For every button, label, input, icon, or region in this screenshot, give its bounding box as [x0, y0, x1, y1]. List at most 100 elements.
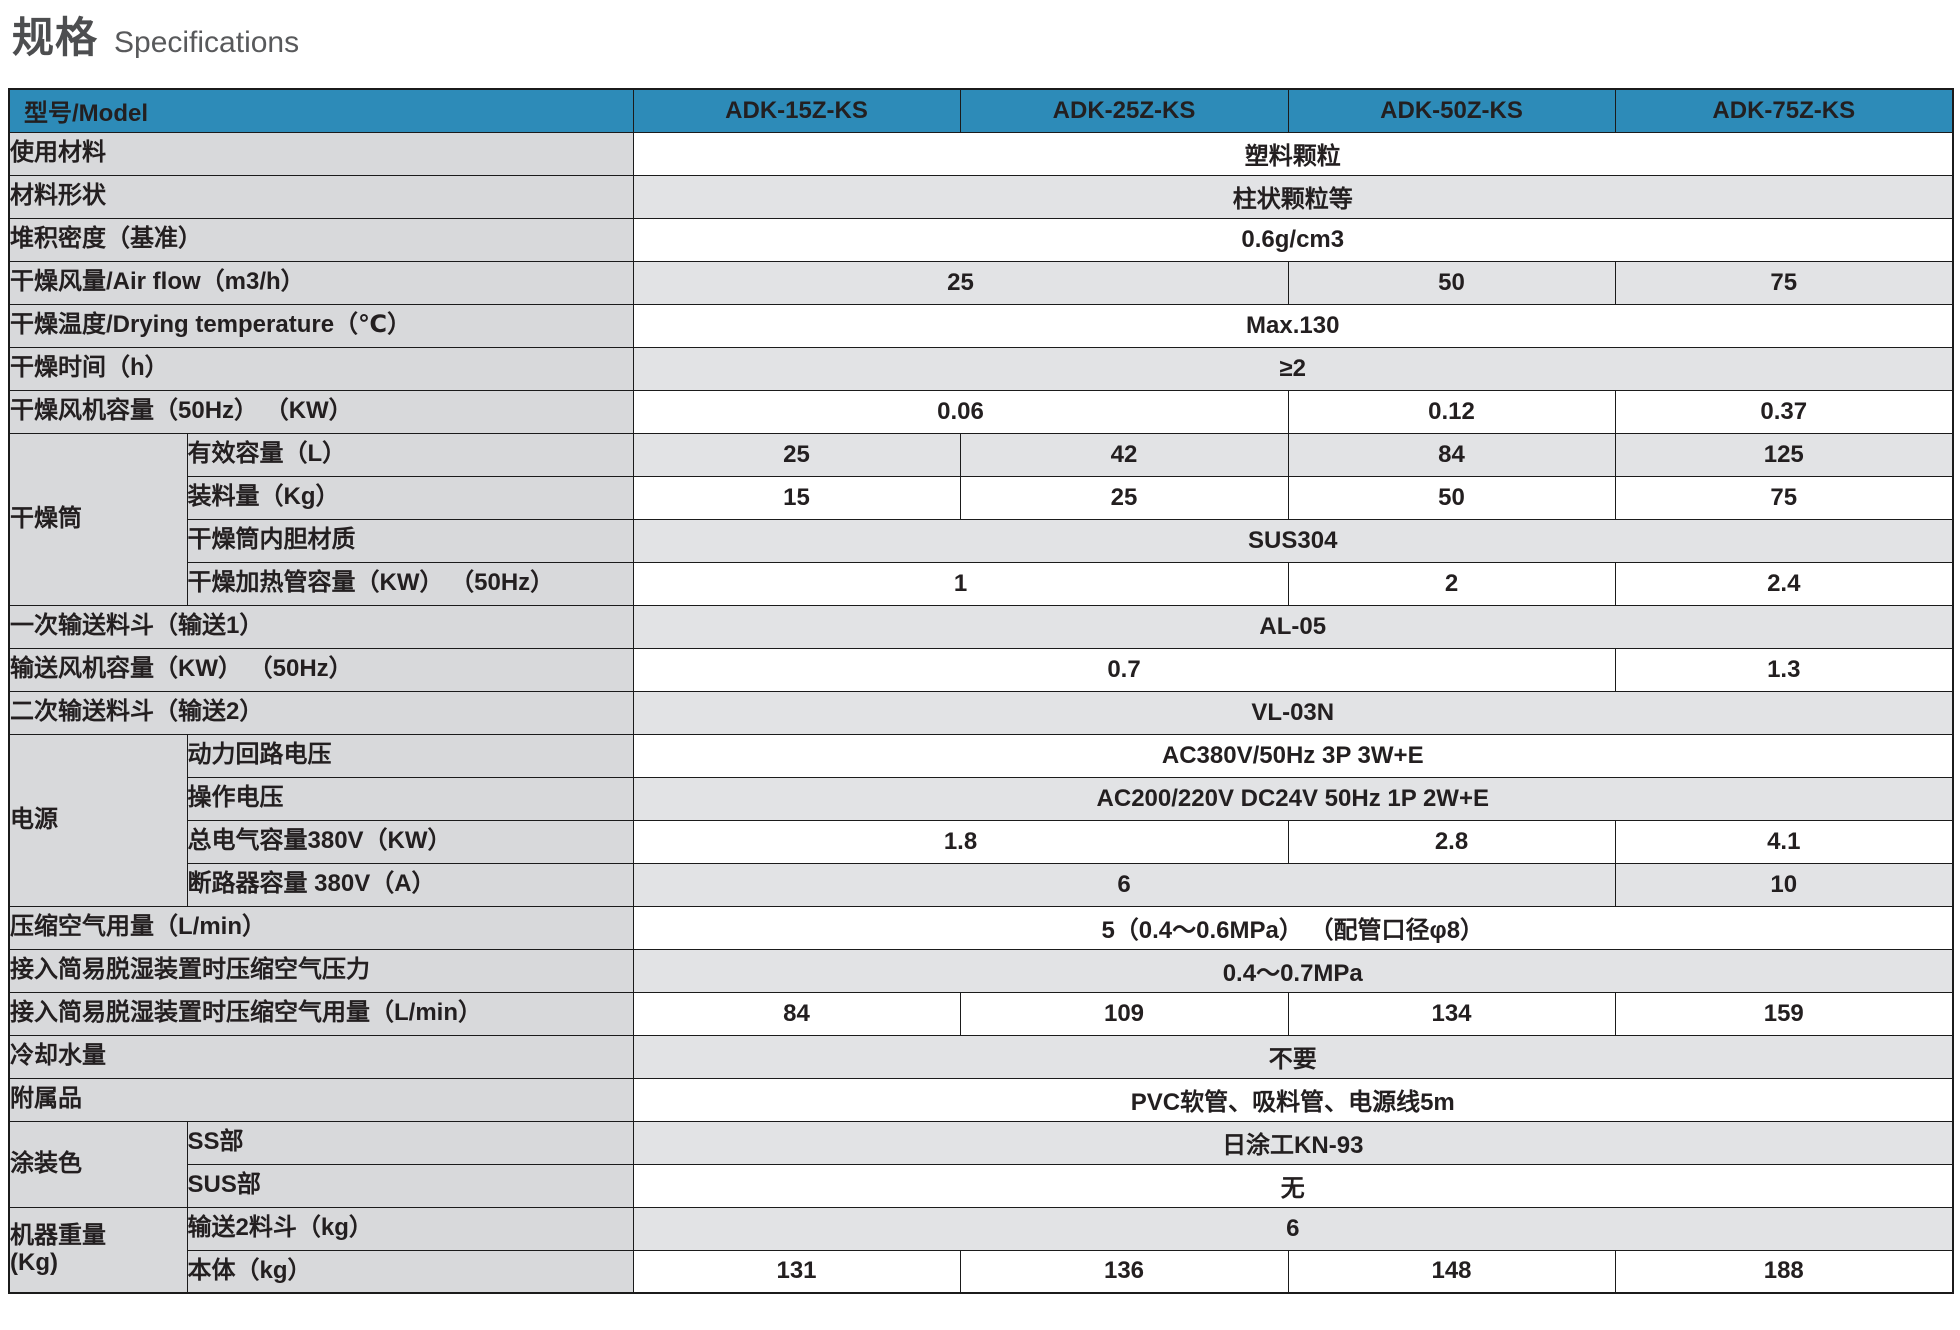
page-title: 规格 Specifications: [12, 4, 299, 65]
table-row: 接入简易脱湿装置时压缩空气用量（L/min） 84 109 134 159: [8, 991, 1954, 1036]
table-row: 干燥温度/Drying temperature（℃） Max.130: [8, 303, 1954, 348]
value-cell: 0.12: [1287, 389, 1616, 434]
table-row: 干燥筒内胆材质 SUS304: [9, 518, 1954, 563]
value-cell: 15: [632, 475, 961, 520]
table-row: 装料量（Kg） 15 25 50 75: [9, 475, 1954, 520]
table-row: 干燥加热管容量（KW） （50Hz） 1 2 2.4: [9, 561, 1954, 606]
value-cell: 50: [1287, 260, 1616, 305]
value-cell: 0.4～0.7MPa: [632, 948, 1954, 993]
value-cell: 不要: [632, 1034, 1954, 1079]
row-label: 输送2料斗（kg）: [186, 1206, 634, 1251]
value-cell: ≥2: [632, 346, 1954, 391]
value-cell: 25: [632, 432, 961, 477]
table-row: 材料形状 柱状颗粒等: [8, 174, 1954, 219]
table-row: 干燥筒 有效容量（L） 25 42 84 125: [8, 432, 1954, 606]
group-label: 机器重量 (Kg): [8, 1206, 188, 1294]
value-cell: AC200/220V DC24V 50Hz 1P 2W+E: [632, 776, 1954, 821]
table-row: 干燥时间（h） ≥2: [8, 346, 1954, 391]
value-cell: 日涂工KN-93: [632, 1120, 1954, 1165]
value-cell: 6: [632, 1206, 1954, 1251]
value-cell: 5（0.4～0.6MPa） （配管口径φ8）: [632, 905, 1954, 950]
table-row: 断路器容量 380V（A） 6 10: [9, 862, 1954, 907]
value-cell: 136: [959, 1249, 1289, 1294]
value-cell: 6: [632, 862, 1616, 907]
value-cell: 塑料颗粒: [632, 131, 1954, 176]
table-header-row: 型号/Model ADK-15Z-KS ADK-25Z-KS ADK-50Z-KS AD…: [8, 88, 1954, 133]
row-label: 压缩空气用量（L/min）: [8, 905, 634, 950]
group-label: 干燥筒: [8, 432, 188, 606]
value-cell: 无: [632, 1163, 1954, 1208]
table-row: 电源 动力回路电压 AC380V/50Hz 3P 3W+E: [8, 733, 1954, 907]
table-row: 干燥风机容量（50Hz） （KW） 0.06 0.12 0.37: [8, 389, 1954, 434]
row-label: 干燥风量/Air flow（m3/h）: [8, 260, 634, 305]
table-body: 使用材料 塑料颗粒 材料形状 柱状颗粒等 堆积密度（基准） 0.6g/cm3 干燥风量/Ai…: [8, 131, 1954, 1294]
row-label: 干燥时间（h）: [8, 346, 634, 391]
row-label: 一次输送料斗（输送1）: [8, 604, 634, 649]
value-cell: 84: [1287, 432, 1616, 477]
row-label: 装料量（Kg）: [186, 475, 634, 520]
table-row: SUS部无: [9, 1163, 1954, 1208]
table-row: 附属品 PVC软管、吸料管、电源线5m: [8, 1077, 1954, 1122]
value-cell: 2.4: [1614, 561, 1954, 606]
page-title-zh: 规格: [12, 14, 99, 61]
value-cell: SUS304: [632, 518, 1954, 563]
value-cell: 84: [632, 991, 961, 1036]
model-column-header: 型号/Model: [8, 88, 634, 133]
table-row: 堆积密度（基准） 0.6g/cm3: [8, 217, 1954, 262]
row-label: 输送风机容量（KW） （50Hz）: [8, 647, 634, 692]
row-label: SS部: [186, 1120, 634, 1165]
row-label: 总电气容量380V（KW）: [186, 819, 634, 864]
value-cell: 148: [1287, 1249, 1616, 1294]
group-label: 电源: [8, 733, 188, 907]
value-cell: 0.06: [632, 389, 1289, 434]
table-row: 使用材料 塑料颗粒: [8, 131, 1954, 176]
group-label: 涂装色: [8, 1120, 188, 1208]
model-header: ADK-25Z-KS: [959, 88, 1289, 133]
table-row: 二次输送料斗（输送2） VL-03N: [8, 690, 1954, 735]
value-cell: 10: [1614, 862, 1954, 907]
table-row: 冷却水量 不要: [8, 1034, 1954, 1079]
table-row: 机器重量 (Kg) 输送2料斗（kg） 6: [8, 1206, 1954, 1294]
row-label: 接入简易脱湿装置时压缩空气用量（L/min）: [8, 991, 634, 1036]
value-cell: 188: [1614, 1249, 1954, 1294]
row-label: 操作电压: [186, 776, 634, 821]
model-header: ADK-15Z-KS: [632, 88, 961, 133]
row-label: 干燥温度/Drying temperature（℃）: [8, 303, 634, 348]
value-cell: 0.6g/cm3: [632, 217, 1954, 262]
page-title-en: Specifications: [114, 26, 300, 59]
value-cell: 1.8: [632, 819, 1289, 864]
value-cell: 75: [1614, 260, 1954, 305]
table-row: 总电气容量380V（KW） 1.8 2.8 4.1: [9, 819, 1954, 864]
value-cell: 75: [1614, 475, 1954, 520]
value-cell: 134: [1287, 991, 1616, 1036]
row-label: 堆积密度（基准）: [8, 217, 634, 262]
row-label: SUS部: [186, 1163, 634, 1208]
value-cell: AC380V/50Hz 3P 3W+E: [632, 733, 1954, 778]
row-label: 动力回路电压: [186, 733, 634, 778]
value-cell: 0.7: [632, 647, 1616, 692]
table-row: 本体（kg） 131 136 148 188: [9, 1249, 1954, 1294]
value-cell: 4.1: [1614, 819, 1954, 864]
table-row: 压缩空气用量（L/min） 5（0.4～0.6MPa） （配管口径φ8）: [8, 905, 1954, 950]
value-cell: 0.37: [1614, 389, 1954, 434]
table-row: 输送风机容量（KW） （50Hz） 0.7 1.3: [8, 647, 1954, 692]
model-header: ADK-75Z-KS: [1614, 88, 1954, 133]
value-cell: 50: [1287, 475, 1616, 520]
value-cell: 125: [1614, 432, 1954, 477]
row-label: 本体（kg）: [186, 1249, 634, 1294]
value-cell: VL-03N: [632, 690, 1954, 735]
value-cell: AL-05: [632, 604, 1954, 649]
value-cell: Max.130: [632, 303, 1954, 348]
table-row: 操作电压 AC200/220V DC24V 50Hz 1P 2W+E: [9, 776, 1954, 821]
row-label: 使用材料: [8, 131, 634, 176]
value-cell: PVC软管、吸料管、电源线5m: [632, 1077, 1954, 1122]
value-cell: 1.3: [1614, 647, 1954, 692]
table-row: 接入简易脱湿装置时压缩空气压力 0.4～0.7MPa: [8, 948, 1954, 993]
row-label: 冷却水量: [8, 1034, 634, 1079]
value-cell: 2: [1287, 561, 1616, 606]
specifications-table: 型号/Model ADK-15Z-KS ADK-25Z-KS ADK-50Z-KS AD…: [8, 88, 1954, 1294]
table-row: 一次输送料斗（输送1） AL-05: [8, 604, 1954, 649]
table-row: 涂装色 SS部 日涂工KN-93: [8, 1120, 1954, 1208]
value-cell: 42: [959, 432, 1289, 477]
